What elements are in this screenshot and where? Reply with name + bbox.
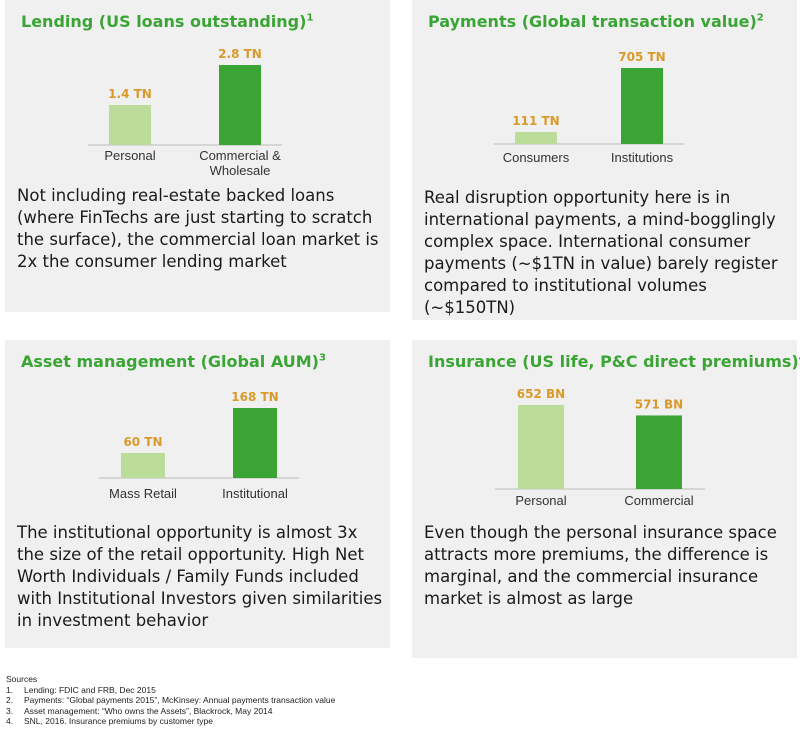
category-label: Commercial & Wholesale (199, 148, 281, 178)
sources-heading: Sources (6, 674, 38, 684)
category-label: Mass Retail (109, 486, 177, 501)
lending-description: Not including real-estate backed loans (… (17, 186, 379, 271)
sources-list: 1. Lending: FDIC and FRB, Dec 2015 2. Paym… (6, 685, 335, 727)
bar (121, 453, 165, 478)
bar-value-label: 60 TN (123, 435, 162, 449)
category-label: Consumers (503, 150, 570, 165)
insurance-chart: 652 BN Personal 571 BN Commercial (495, 387, 705, 508)
payments-title: Payments (Global transaction value)2 (428, 12, 764, 31)
asset-management-description: The institutional opportunity is almost … (17, 523, 383, 630)
asset-management-chart: 60 TN Mass Retail 168 TN Institutional (99, 390, 299, 501)
lending-chart: 1.4 TN Personal 2.8 TN Commercial & Wholesal… (88, 47, 282, 178)
bar-value-label: 1.4 TN (108, 87, 152, 101)
bar-value-label: 652 BN (517, 387, 565, 401)
lending-title: Lending (US loans outstanding)1 (21, 12, 314, 31)
insurance-title: Insurance (US life, P&C direct premiums)… (428, 352, 800, 371)
source-item: 3. Asset management: “Who owns the Assets… (6, 705, 273, 716)
sources: Sources 1. Lending: FDIC and FRB, Dec 201… (6, 674, 335, 727)
bar-value-label: 705 TN (618, 50, 665, 64)
asset-management-panel: Asset management (Global AUM)3 60 TN Mass… (5, 340, 390, 648)
payments-panel: Payments (Global transaction value)2 111… (412, 0, 797, 320)
bar (219, 65, 261, 145)
insurance-panel: Insurance (US life, P&C direct premiums)… (412, 340, 800, 658)
bar (233, 408, 277, 478)
source-item: 2. Payments: “Global payments 2015”, McKi… (6, 695, 336, 705)
asset-management-title: Asset management (Global AUM)3 (21, 352, 326, 371)
category-label: Institutional (222, 486, 288, 501)
insurance-description: Even though the personal insurance space… (424, 523, 777, 608)
bar (515, 132, 557, 144)
bar-value-label: 571 BN (635, 397, 683, 411)
category-label: Personal (515, 493, 566, 508)
category-label: Personal (104, 148, 155, 163)
bar-value-label: 111 TN (512, 114, 559, 128)
category-label: Institutions (611, 150, 674, 165)
lending-panel: Lending (US loans outstanding)1 1.4 TN Pe… (5, 0, 390, 312)
source-item: 4. SNL, 2016. Insurance premiums by custo… (6, 716, 213, 726)
bar (518, 405, 564, 489)
payments-chart: 111 TN Consumers 705 TN Institutions (494, 50, 684, 165)
bar (109, 105, 151, 145)
bar-value-label: 2.8 TN (218, 47, 262, 61)
category-label: Commercial (624, 493, 693, 508)
payments-description: Real disruption opportunity here is in i… (424, 188, 778, 317)
bar (621, 68, 663, 144)
source-item: 1. Lending: FDIC and FRB, Dec 2015 (6, 684, 156, 695)
bar (636, 415, 682, 489)
bar-value-label: 168 TN (231, 390, 278, 404)
